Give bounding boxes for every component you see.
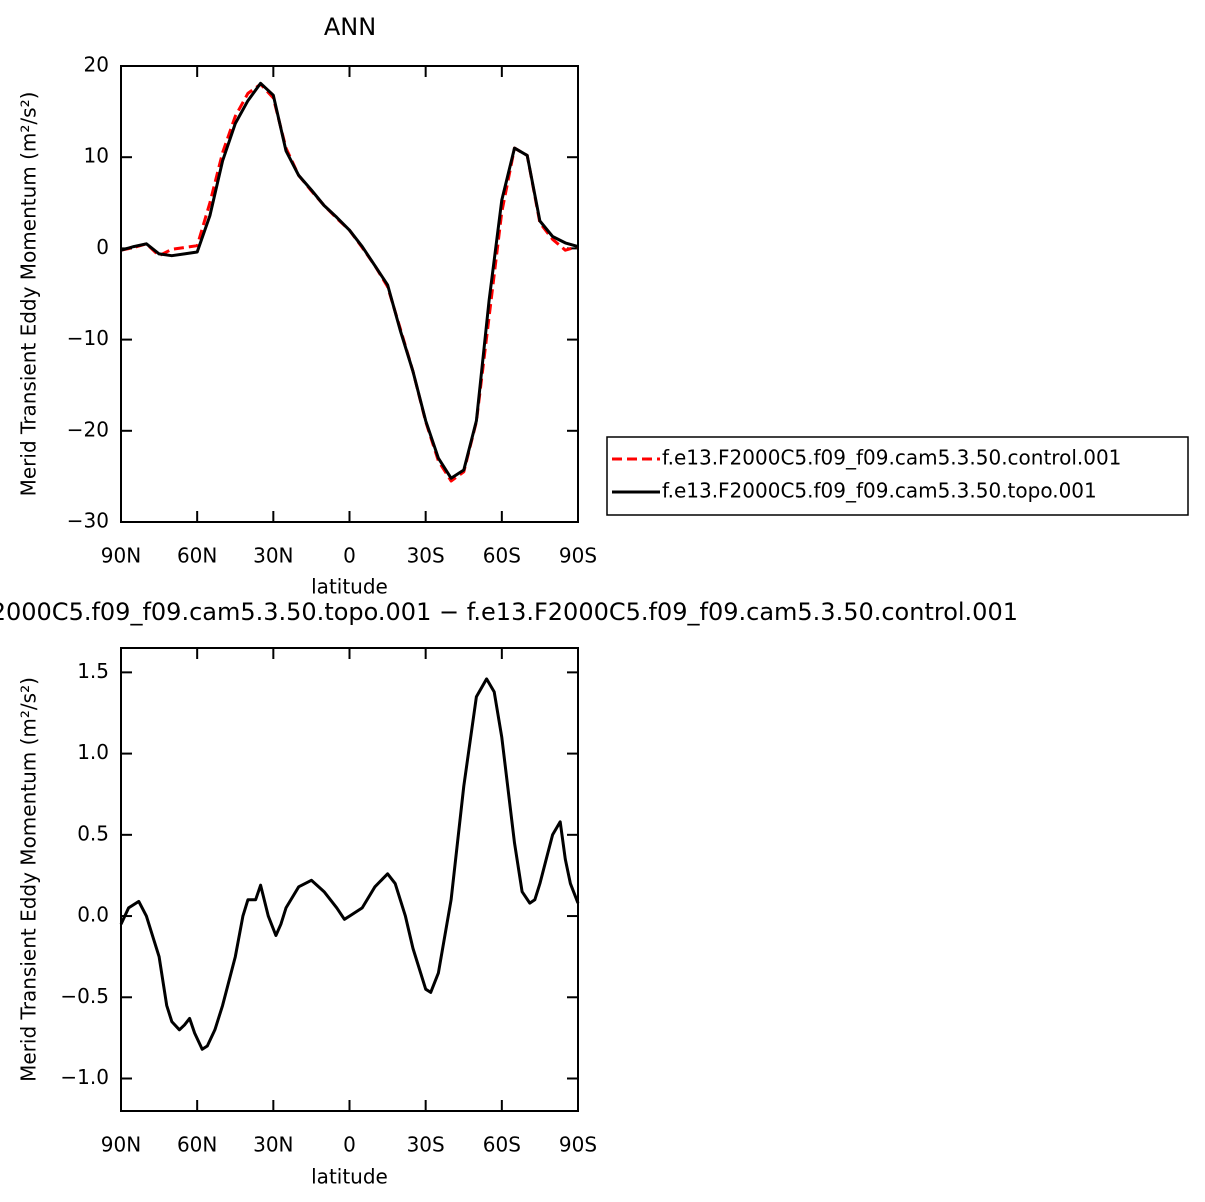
y-tick-label: 1.5 (77, 659, 109, 683)
x-tick-label: 90S (559, 544, 597, 568)
y-tick-label: 0.5 (77, 821, 109, 845)
x-tick-label: 60S (483, 1133, 521, 1157)
x-tick-label: 30N (253, 544, 293, 568)
x-tick-label: 90S (559, 1133, 597, 1157)
y-axis-label: Merid Transient Eddy Momentum (m²/s²) (17, 677, 41, 1082)
plot-frame (120, 647, 579, 1112)
data-line (120, 81, 579, 480)
x-tick-label: 30N (253, 1133, 293, 1157)
legend-label: f.e13.F2000C5.f09_f09.cam5.3.50.control.… (662, 446, 1121, 470)
x-tick-label: 30S (407, 544, 445, 568)
y-tick-label: 10 (84, 144, 109, 168)
y-axis-label: Merid Transient Eddy Momentum (m²/s²) (17, 92, 41, 497)
x-axis-label: latitude (311, 1165, 388, 1189)
x-axis-label: latitude (311, 575, 388, 599)
legend-label: f.e13.F2000C5.f09_f09.cam5.3.50.topo.001 (662, 479, 1097, 503)
x-tick-label: 60N (177, 1133, 217, 1157)
y-tick-label: −30 (67, 509, 109, 533)
x-tick-label: 60N (177, 544, 217, 568)
chart-title: f.e13.F2000C5.f09_f09.cam5.3.50.topo.001… (0, 598, 1018, 626)
plot-frame (120, 65, 579, 523)
y-tick-label: 0.0 (77, 903, 109, 927)
x-tick-label: 90N (101, 544, 141, 568)
x-tick-label: 0 (343, 544, 356, 568)
x-tick-label: 30S (407, 1133, 445, 1157)
y-tick-label: 20 (84, 53, 109, 77)
data-line (119, 677, 580, 1051)
x-tick-label: 0 (343, 1133, 356, 1157)
x-tick-label: 60S (483, 544, 521, 568)
y-tick-label: −10 (67, 326, 109, 350)
chart-title: ANN (324, 13, 376, 41)
x-tick-label: 90N (101, 1133, 141, 1157)
y-tick-label: 0 (96, 235, 109, 259)
y-tick-label: −0.5 (60, 984, 109, 1008)
y-tick-label: −20 (67, 417, 109, 441)
data-line (120, 82, 579, 483)
y-tick-label: −1.0 (60, 1065, 109, 1089)
y-tick-label: 1.0 (77, 740, 109, 764)
legend-box (606, 436, 1189, 516)
